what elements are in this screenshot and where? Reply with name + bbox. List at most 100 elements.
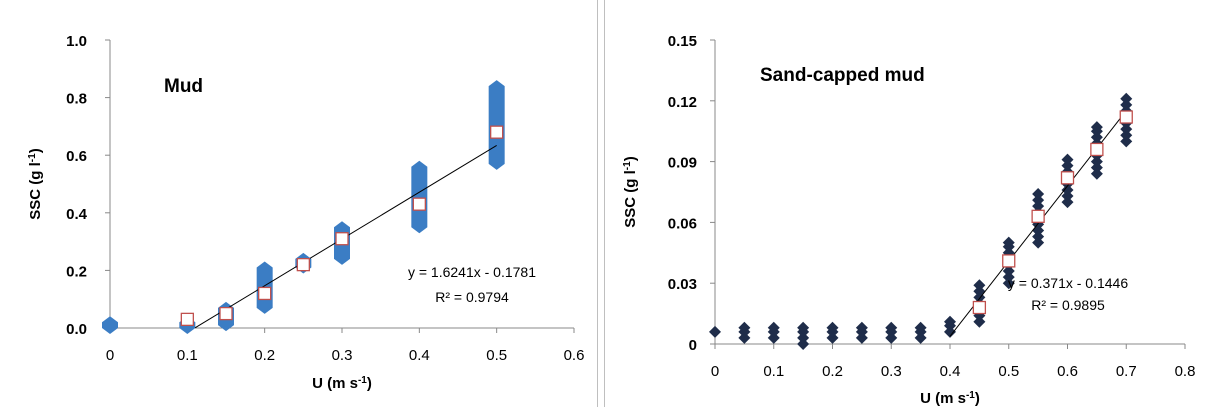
observed-point [1061,183,1074,196]
mean-marker [335,232,349,246]
y-axis-label: SSC (g l-1) [27,148,45,219]
observed-range-bar [102,316,118,334]
trendline-r2: R² = 0.9895 [1031,297,1105,313]
observed-point [1002,265,1015,278]
y-tick-label: 0.8 [66,91,87,108]
observed-point [1061,196,1074,209]
observed-point [1002,236,1015,249]
trendline-equation: y = 0.371x - 0.1446 [1008,275,1128,291]
observed-point [944,325,956,338]
y-tick-label: 0.0 [66,321,87,338]
y-tick-label: 0.4 [66,206,88,223]
x-tick-label: 0.1 [177,347,198,364]
observed-point [797,321,810,334]
mean-marker [490,125,504,139]
x-tick-label: 0.6 [564,347,585,364]
chart-sand-capped-mud: 0 0.1 0.2 0.3 0.4 0.5 0.6 0.7 0.8 0 0.03 0.06 0.09 0.… [622,33,1196,407]
x-tick-label: 0.5 [998,363,1019,380]
observed-point [973,315,986,328]
mean-marker [412,197,426,211]
observed-point [1032,194,1045,207]
mean-marker [219,306,233,321]
x-tick-label: 0.2 [254,347,275,364]
x-tick-label: 0.8 [1175,363,1196,380]
x-tick-label: 0 [711,363,719,380]
observed-point [797,338,810,350]
observed-point [855,331,868,344]
chart-title: Mud [164,76,203,97]
x-tick-label: 0.6 [1057,363,1078,380]
x-tick-label: 0.7 [1116,363,1137,380]
observed-point [738,321,751,334]
x-tick-label: 0.5 [486,347,507,364]
chart-mud: 0 0.1 0.2 0.3 0.4 0.5 0.6 0.0 0.2 0.4 0.6 0.8 1.0 U (… [27,33,585,393]
mean-marker [972,300,987,315]
observed-point [885,331,898,344]
observed-point [944,315,956,328]
mean-marker [180,312,194,327]
observed-point [1090,161,1103,174]
y-axis-label: SSC (g l-1) [622,156,640,227]
observed-point [914,321,927,334]
x-tick-label: 0.2 [822,363,843,380]
mean-marker [296,257,310,272]
y-tick-label: 0 [689,337,697,354]
mean-marker [258,286,272,301]
observed-point [826,331,839,344]
observed-point [1061,159,1074,172]
observed-point [1090,167,1103,180]
observed-range-bar [411,160,428,234]
observed-point [1032,200,1045,213]
x-tick-label: 0.1 [763,363,784,380]
observed-point [1120,92,1133,105]
x-axis-label: U (m s-1) [920,390,980,407]
observed-point [1061,190,1074,203]
observed-point [1032,236,1045,249]
observed-point [767,331,780,344]
observed-point [1120,123,1133,136]
y-tick-label: 0.6 [66,148,87,165]
y-tick-label: 0.03 [668,276,697,293]
observed-point [738,331,751,344]
x-tick-label: 0.4 [940,363,961,380]
trendline-equation: y = 1.6241x - 0.1781 [408,264,536,280]
observed-point [885,321,898,334]
observed-point [1061,153,1074,166]
mean-marker [1090,142,1104,157]
x-tick-label: 0.3 [332,347,353,364]
observed-point [855,321,868,334]
observed-point [1002,277,1015,290]
x-tick-label: 0.3 [881,363,902,380]
y-tick-label: 0.09 [668,155,697,172]
y-tick-label: 0.06 [668,215,697,232]
observed-range-bar [488,80,505,170]
observed-point [1090,131,1103,144]
observed-point [1032,230,1045,243]
chart-title: Sand-capped mud [760,65,925,86]
y-tick-label: 0.12 [668,94,697,111]
mean-marker [1119,110,1133,124]
observed-point [1120,135,1133,148]
chart-panel-sand-capped-mud: 0 0.1 0.2 0.3 0.4 0.5 0.6 0.7 0.8 0 0.03 0.06 0.09 0.… [604,0,1205,407]
y-tick-label: 0.2 [66,263,87,280]
observed-point [1032,188,1045,201]
y-tick-label: 0.15 [668,33,697,50]
observed-point [973,279,986,292]
observed-point [1090,121,1103,134]
observed-point [767,321,780,334]
observed-point [914,331,927,344]
trendline-r2: R² = 0.9794 [435,289,509,305]
mean-marker [1002,254,1016,268]
x-tick-label: 0 [106,347,114,364]
chart-panel-mud: 0 0.1 0.2 0.3 0.4 0.5 0.6 0.0 0.2 0.4 0.6 0.8 1.0 U (… [0,0,598,407]
mean-marker [1060,171,1075,185]
mean-marker [1031,209,1045,223]
observed-point [1120,98,1133,111]
observed-point [709,325,721,338]
observed-point [797,331,810,344]
x-axis-label: U (m s-1) [312,375,372,393]
observed-point [1002,271,1015,284]
observed-point [1120,129,1133,142]
y-tick-label: 1.0 [66,33,87,50]
